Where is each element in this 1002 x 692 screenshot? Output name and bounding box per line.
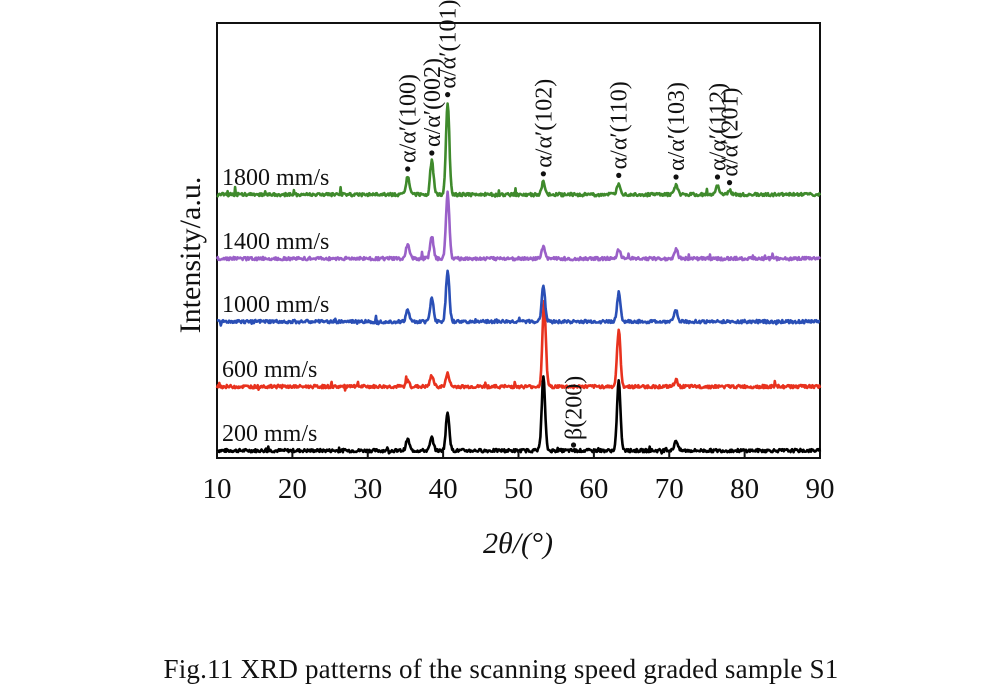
x-tick-label: 10 (203, 473, 232, 505)
y-axis-label: Intensity/a.u. (174, 177, 207, 334)
peak-marker-dot (714, 174, 721, 180)
peak-marker-dot (673, 174, 679, 180)
series-label: 1800 mm/s (222, 165, 329, 191)
peak-marker-dot (540, 171, 546, 177)
peak-marker-dot (726, 180, 733, 186)
x-tick-label: 20 (278, 473, 307, 505)
x-tick-label: 30 (353, 473, 382, 505)
x-tick-label: 60 (579, 473, 608, 505)
peak-marker-dot (570, 442, 577, 448)
figure-caption: Fig.11 XRD patterns of the scanning spee… (163, 654, 839, 684)
peak-marker-dot (405, 166, 411, 172)
series-label: 1000 mm/s (222, 292, 329, 318)
x-tick-label: 50 (504, 473, 533, 505)
peak-annotation: α/α′(201) (718, 88, 744, 177)
peak-annotation: α/α′(101) (436, 0, 462, 89)
peak-annotation: β(200) (562, 376, 588, 440)
x-axis-label: 2θ/(°) (483, 527, 553, 560)
x-tick-label: 90 (806, 473, 835, 505)
peak-annotation: α/α′(100) (396, 74, 422, 163)
peak-annotation: α/α′(112) (705, 83, 731, 171)
series-3-line (215, 190, 822, 262)
x-axis: 10 20 30 40 50 60 70 80 90 (203, 451, 835, 505)
label-layer: 200 mm/s 600 mm/s 1000 mm/s 1400 mm/s 1800 m… (222, 0, 744, 448)
peak-annotation: α/α′(103) (664, 82, 690, 171)
series-layer (215, 102, 822, 455)
series-label: 200 mm/s (222, 421, 317, 447)
peak-marker-dot (445, 92, 451, 98)
peak-marker-dot (616, 172, 622, 178)
peak-annotation: α/α′(102) (531, 79, 557, 168)
x-tick-label: 80 (730, 473, 759, 505)
peak-marker-dot (429, 150, 435, 156)
series-4-line (216, 102, 822, 198)
peak-annotation: α/α′(110) (607, 81, 633, 169)
series-1-line (215, 299, 822, 392)
x-tick-label: 40 (429, 473, 458, 505)
x-tick-label: 70 (655, 473, 684, 505)
peak-annotation: α/α′(002) (420, 58, 446, 147)
series-label: 600 mm/s (222, 357, 317, 383)
series-label: 1400 mm/s (222, 229, 329, 255)
series-2-line (216, 269, 821, 327)
series-0-line (215, 375, 822, 455)
